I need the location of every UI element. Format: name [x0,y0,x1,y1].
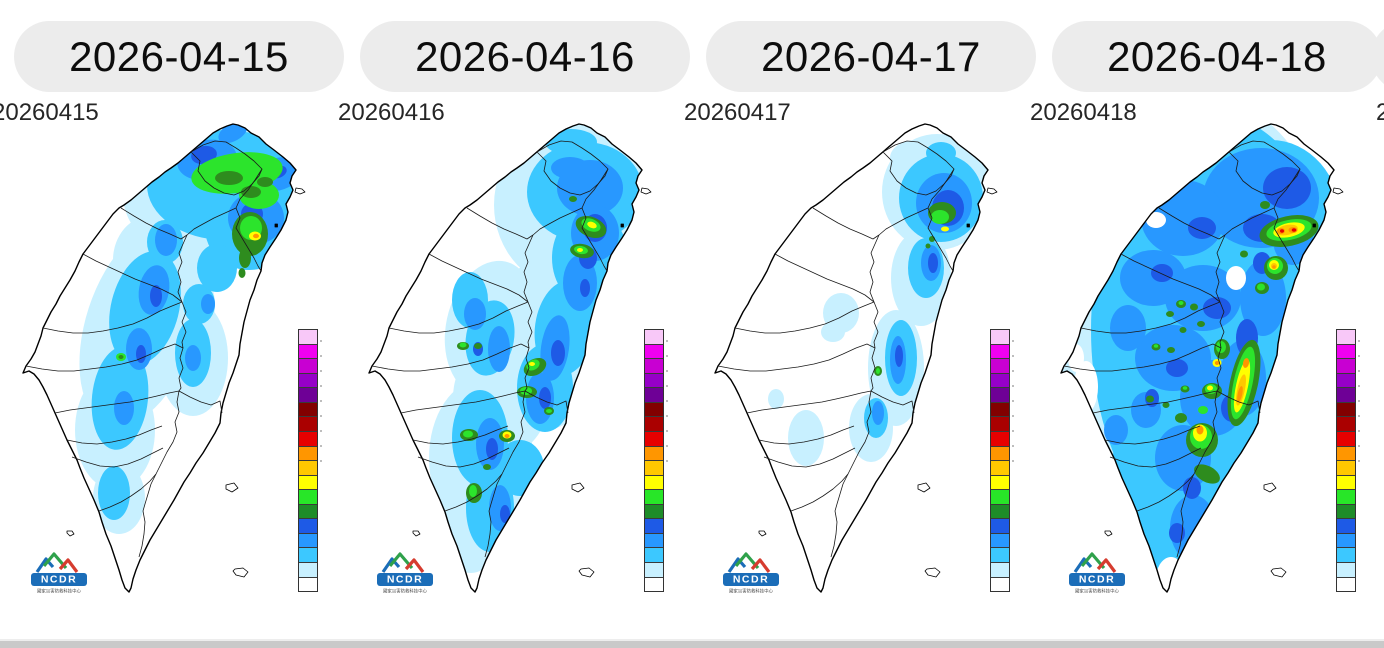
ncdr-logo-text: NCDR [41,574,77,586]
ncdr-logo-text: NCDR [1079,574,1115,586]
ncdr-logo: NCDR 國家災害防救科技中心 [1067,552,1127,595]
ncdr-logo-subtitle: 國家災害防救科技中心 [1075,588,1120,595]
taiwan-rainfall-map [1060,123,1344,593]
date-pill[interactable]: 2026-04-15 [14,21,344,92]
map-date-label: 20260417 [684,99,791,126]
rainfall-colorbar [298,329,322,592]
taiwan-rainfall-map [368,123,652,593]
taiwan-rainfall-map [714,123,998,593]
rainfall-colorbar [990,329,1014,592]
map-date-label: 20260418 [1030,99,1137,126]
rain-contours [768,134,988,466]
rain-contours [1061,124,1334,592]
ncdr-logo: NCDR 國家災害防救科技中心 [721,552,781,595]
ncdr-logo-subtitle: 國家災害防救科技中心 [729,588,774,595]
rainfall-colorbar [1336,329,1360,592]
ncdr-logo-text: NCDR [733,574,769,586]
ncdr-logo-subtitle: 國家災害防救科技中心 [37,588,82,595]
rainfall-colorbar [644,329,668,592]
forecast-panel-5-partial: 2 [1371,0,1384,641]
rain-contours [75,124,296,534]
map-date-label: 2 [1376,99,1384,126]
date-pill[interactable]: 2026-04-17 [706,21,1036,92]
rain-contours [429,124,642,573]
ncdr-logo: NCDR 國家災害防救科技中心 [375,552,435,595]
date-pill[interactable]: 2026-04-18 [1052,21,1382,92]
horizontal-scrollbar[interactable] [0,639,1384,648]
forecast-panel-1: 2026-04-15 20260415 NCDR 國家災害防救科技中心 [0,0,344,641]
forecast-panel-4: 2026-04-18 20260418 NCDR 國家災害防救科技中心 [1030,0,1382,641]
ncdr-logo: NCDR 國家災害防救科技中心 [29,552,89,595]
map-date-label: 20260415 [0,99,99,126]
ncdr-logo-subtitle: 國家災害防救科技中心 [383,588,428,595]
taiwan-rainfall-map [22,123,306,593]
forecast-panel-3: 2026-04-17 20260417 NCDR 國家災害防救科技中心 [684,0,1036,641]
ncdr-logo-text: NCDR [387,574,423,586]
map-date-label: 20260416 [338,99,445,126]
forecast-panel-2: 2026-04-16 20260416 NCDR 國家災害防救科技中心 [338,0,690,641]
date-pill[interactable]: 2026-04-16 [360,21,690,92]
